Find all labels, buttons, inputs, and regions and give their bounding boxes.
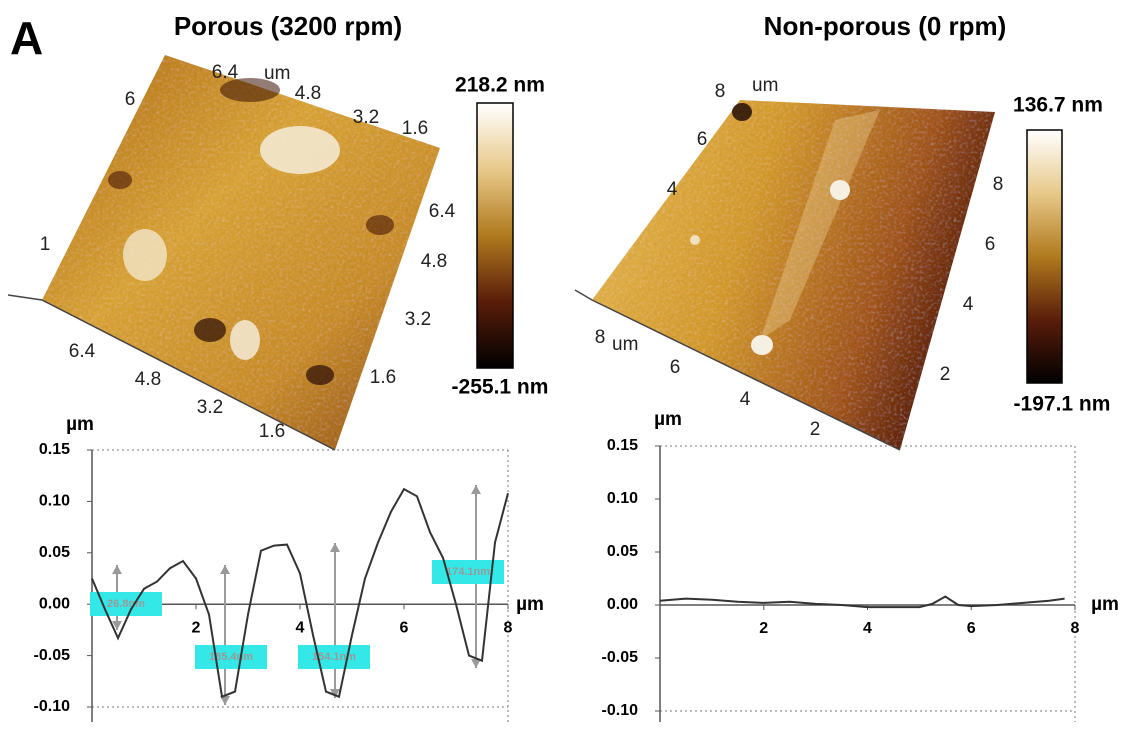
x-tick-label: 4 [863,620,872,637]
afm-axis-label: 1 [40,234,51,255]
image-title: Porous (3200 rpm) [174,11,402,41]
annotation: 174.1nm [446,566,490,578]
afm-axis-label: 6.4 [69,341,96,362]
afm-axis-label: 4.8 [295,83,321,104]
afm-axis-label: 6 [697,129,708,150]
afm-axis-label: 1.6 [259,421,285,442]
afm-axis-label: 2 [940,364,951,385]
afm-axis-label: 6.4 [212,62,239,83]
image-title: Non-porous (0 rpm) [764,11,1007,41]
afm-axis-unit: um [264,63,290,84]
x-tick-label: 6 [400,619,409,636]
arrow-head [112,621,122,630]
afm-axis-label: 8 [715,81,726,102]
afm-axis-label: 8 [595,327,606,348]
y-axis-label: µm [66,414,94,435]
annotation: 26.8nm [107,598,145,610]
afm-axis-label: 1.6 [402,118,428,139]
afm-axis-label: 6 [125,89,136,110]
annotation-box [298,645,370,669]
y-tick-label: -0.05 [34,647,71,664]
afm-axis-label: 4 [740,389,751,410]
x-axis-label: µm [516,594,544,615]
arrow-head [471,659,481,668]
y-tick-label: -0.10 [602,702,639,719]
arrow-head [112,565,122,574]
y-tick-label: -0.10 [34,698,71,715]
arrow-head [471,485,481,494]
y-tick-label: 0.05 [39,544,70,561]
colorbar [476,102,514,369]
colorbar-max: 136.7 nm [1013,94,1103,117]
afm-axis-label: 6.4 [429,201,456,222]
afm-axis-unit: um [612,334,638,355]
x-tick-label: 4 [296,619,305,636]
afm-axis-label: 3.2 [405,309,431,330]
afm-axis-label: 3.2 [353,107,379,128]
x-tick-label: 2 [759,620,768,637]
x-tick-label: 6 [967,620,976,637]
y-tick-label: 0.15 [39,441,70,458]
annotation-box [195,645,267,669]
y-tick-label: 0.10 [39,493,70,510]
afm-axis-label: 6 [985,234,996,255]
y-axis-label: µm [654,409,682,430]
arrow-head [330,543,340,552]
afm-axis-unit: um [752,75,778,96]
afm-axis-label: 3.2 [197,397,223,418]
y-tick-label: -0.05 [602,649,639,666]
afm-surface [7,55,440,451]
afm-axis-label: 6 [670,357,681,378]
x-axis-label: µm [1091,594,1119,615]
afm-surface [574,100,995,451]
x-tick-label: 8 [1071,620,1080,637]
afm-axis-label: 4 [963,294,974,315]
afm-axis-label: 4.8 [421,251,447,272]
x-tick-label: 2 [192,619,201,636]
annotation: 154.1nm [312,651,356,663]
colorbar [1026,129,1063,384]
arrow-head [330,689,340,698]
afm-axis-label: 4 [667,179,678,200]
panel-label: A [10,12,43,64]
colorbar-min: -255.1 nm [452,376,549,399]
colorbar-min: -197.1 nm [1014,393,1111,416]
y-tick-label: 0.00 [607,596,638,613]
y-tick-label: 0.15 [607,437,638,454]
afm-axis-label: 2 [810,419,821,440]
y-tick-label: 0.05 [607,543,638,560]
y-tick-label: 0.10 [607,490,638,507]
profile-line [659,595,1065,609]
y-tick-label: 0.00 [39,595,70,612]
colorbar-max: 218.2 nm [455,74,545,97]
profile-line [91,487,509,699]
arrow-head [220,696,230,705]
arrow-head [220,565,230,574]
afm-axis-label: 4.8 [135,369,161,390]
afm-axis-label: 1.6 [370,367,396,388]
x-tick-label: 8 [504,619,513,636]
afm-axis-label: 8 [993,174,1004,195]
